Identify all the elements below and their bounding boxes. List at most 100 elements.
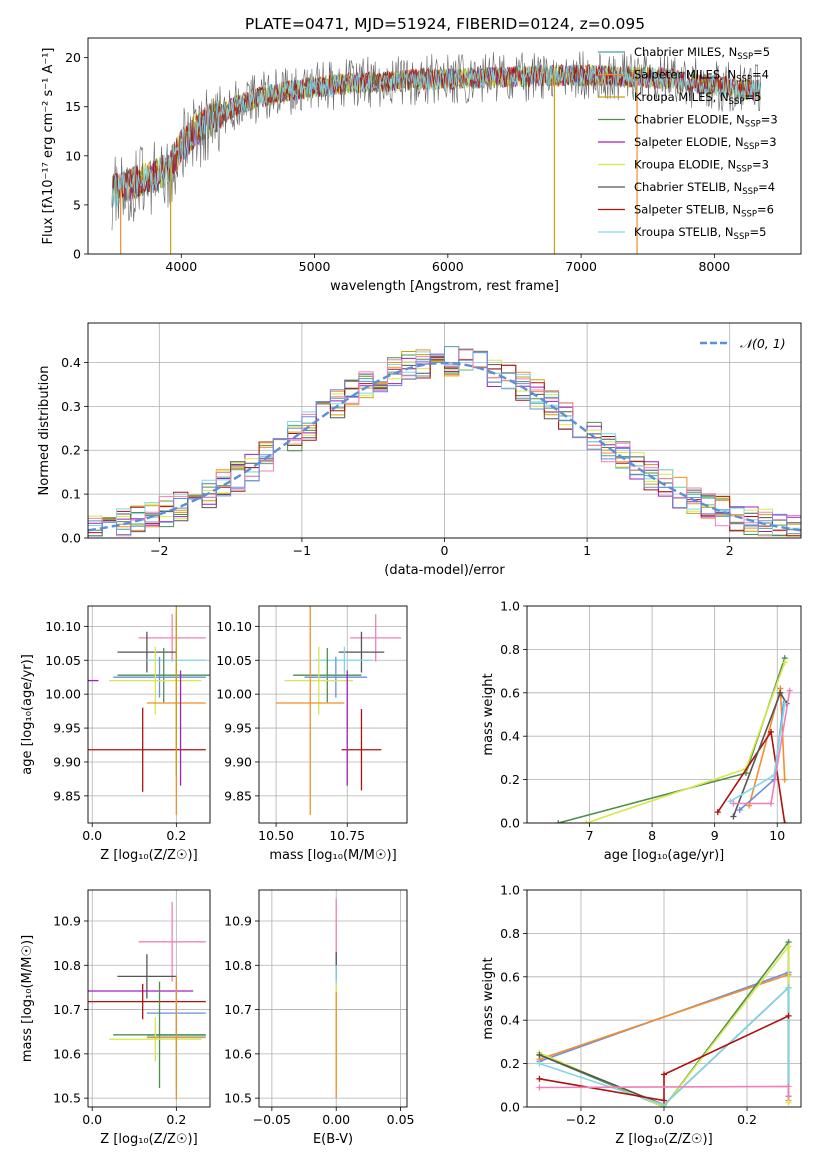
weight-point-marker	[583, 820, 590, 823]
axes-frame	[258, 889, 408, 1108]
x-tick-label: 6000	[432, 259, 464, 274]
x-tick-label: 4000	[165, 259, 197, 274]
legend-entry-subscript: SSP	[737, 52, 753, 62]
y-tick-label: 10.6	[224, 1046, 252, 1061]
axes: 4000 5000 6000 7000 8000 0 5 10 15 20	[65, 50, 730, 274]
axes-frame	[526, 889, 802, 1108]
x-tick-label: 10.75	[329, 828, 365, 843]
y-tick-label: 9.90	[53, 754, 81, 769]
weight-point-marker	[777, 689, 784, 696]
y-tick-label: 10.7	[224, 1002, 252, 1017]
x-tick-label: 7000	[565, 259, 597, 274]
y-axis-label: mass weight	[481, 673, 496, 755]
y-tick-label: 0.6	[500, 969, 520, 984]
weight-series-line	[539, 985, 790, 1106]
weight-point-marker	[555, 820, 562, 823]
x-axis-label: (data-model)/error	[384, 563, 505, 578]
weight-point-marker	[785, 1093, 792, 1100]
weight-point-marker	[785, 943, 792, 950]
legend-entry-suffix: =4	[752, 68, 769, 82]
plot-area	[88, 901, 206, 1100]
legend-entry-subscript: SSP	[729, 97, 745, 107]
weight-point-marker	[786, 687, 793, 694]
y-axis-label: Flux [fλ10⁻¹⁷ erg cm⁻² s⁻¹ A⁻¹]	[41, 48, 56, 245]
weight-point-marker	[714, 809, 721, 816]
y-tick-label: 9.90	[224, 754, 252, 769]
legend-entry-subscript: SSP	[741, 210, 757, 220]
plot-area	[555, 655, 793, 823]
spectrum-series-line	[111, 63, 761, 208]
axes: 7 8 9 10 0.0 0.2 0.4 0.6 0.8 1.0	[500, 599, 801, 843]
axes-frame	[87, 889, 211, 1108]
weight-point-marker	[536, 1084, 543, 1091]
panel-z-age: 0.0 0.2 9.85 9.90 9.95 10.00 10.05 10.10 Z [log₁…	[20, 605, 211, 863]
weight-point-marker	[536, 1075, 543, 1082]
y-tick-label: 0.4	[61, 355, 81, 370]
y-tick-label: 0.2	[500, 1056, 520, 1071]
y-tick-label: 0.8	[500, 926, 520, 941]
weight-point-marker	[661, 1071, 667, 1078]
y-tick-label: 0.0	[500, 816, 520, 831]
y-tick-label: 0.0	[500, 1100, 520, 1115]
plot-area	[111, 51, 761, 254]
weight-point-marker	[661, 1097, 667, 1104]
x-tick-label: −2	[150, 543, 168, 558]
legend-entry-suffix: =5	[749, 225, 766, 239]
legend: Chabrier MILES, NSSP=5 Salpeter MILES, NS…	[598, 45, 778, 242]
y-tick-label: 0.6	[500, 685, 520, 700]
x-tick-label: 8	[648, 828, 656, 843]
spectrum-series-line	[111, 63, 761, 208]
plot-area	[88, 346, 801, 537]
weight-point-marker	[785, 1012, 792, 1019]
legend-entry-suffix: =3	[752, 158, 769, 172]
y-tick-label: 1.0	[500, 883, 520, 898]
x-tick-label: 0.2	[166, 1112, 186, 1127]
x-tick-label: 0	[441, 543, 449, 558]
legend-entry-subscript: SSP	[736, 75, 752, 85]
figure-title: PLATE=0471, MJD=51924, FIBERID=0124, z=0…	[245, 15, 645, 33]
y-tick-label: 0.3	[61, 399, 81, 414]
x-tick-label: 10	[769, 828, 785, 843]
spectrum-series-line	[111, 63, 761, 208]
x-tick-label: 10.50	[258, 828, 294, 843]
x-tick-label: 0.0	[82, 828, 102, 843]
x-tick-label: 2	[726, 543, 734, 558]
legend-entry-label: 𝒩(0, 1)	[740, 336, 786, 351]
y-tick-label: 10.6	[53, 1046, 81, 1061]
legend-entry-label: Kroupa ELODIE, NSSP=3	[634, 158, 769, 175]
y-tick-label: 0.2	[61, 443, 81, 458]
y-axis-label: Normed distribution	[37, 366, 52, 496]
y-tick-label: 10.9	[224, 914, 252, 929]
weight-point-marker	[785, 1099, 792, 1106]
y-tick-label: 0.8	[500, 642, 520, 657]
y-tick-label: 0	[73, 247, 81, 262]
axes: −0.2 0.0 0.2 0.0 0.2 0.4 0.6 0.8 1.0	[500, 883, 801, 1127]
x-tick-label: −0.05	[253, 1112, 291, 1127]
y-tick-label: 0.4	[500, 729, 520, 744]
x-tick-label: 0.0	[654, 1112, 674, 1127]
axes-frame	[87, 37, 802, 255]
panel-z-mass: 0.0 0.2 10.5 10.6 10.7 10.8 10.9 Z [log₁₀(Z/Z☉)…	[20, 889, 211, 1147]
weight-point-marker	[536, 1051, 543, 1058]
legend-entry-subscript: SSP	[734, 232, 750, 242]
legend-entry-suffix: =4	[758, 180, 775, 194]
plot-area	[536, 939, 792, 1107]
weight-point-marker	[781, 659, 788, 666]
panel-ebv-mass: −0.05 0.00 0.05 10.5 10.6 10.7 10.8 10.9 E(B-V)	[224, 889, 414, 1147]
y-tick-label: 9.85	[224, 788, 252, 803]
y-tick-label: 9.95	[53, 721, 81, 736]
legend-entry-suffix: =5	[744, 90, 761, 104]
legend-entry-subscript: SSP	[742, 187, 758, 197]
x-axis-label: age [log₁₀(age/yr)]	[604, 848, 725, 863]
weight-point-marker	[536, 1060, 543, 1067]
y-tick-label: 10.00	[45, 687, 81, 702]
panel-age-weight: 7 8 9 10 0.0 0.2 0.4 0.6 0.8 1.0 age [log₁₀(age/yr…	[481, 599, 802, 863]
weight-point-marker	[730, 800, 737, 807]
y-axis-label: mass [log₁₀(M/M☉)]	[20, 935, 35, 1062]
panel-mass-age: 10.50 10.75 9.85 9.90 9.95 10.00 10.05 10.10 mas…	[216, 605, 408, 863]
axes: 10.50 10.75 9.85 9.90 9.95 10.00 10.05 10.10	[216, 606, 407, 843]
y-tick-label: 10.05	[216, 653, 252, 668]
legend-entry-label: Chabrier STELIB, NSSP=4	[634, 180, 775, 197]
y-tick-label: 20	[65, 50, 81, 65]
